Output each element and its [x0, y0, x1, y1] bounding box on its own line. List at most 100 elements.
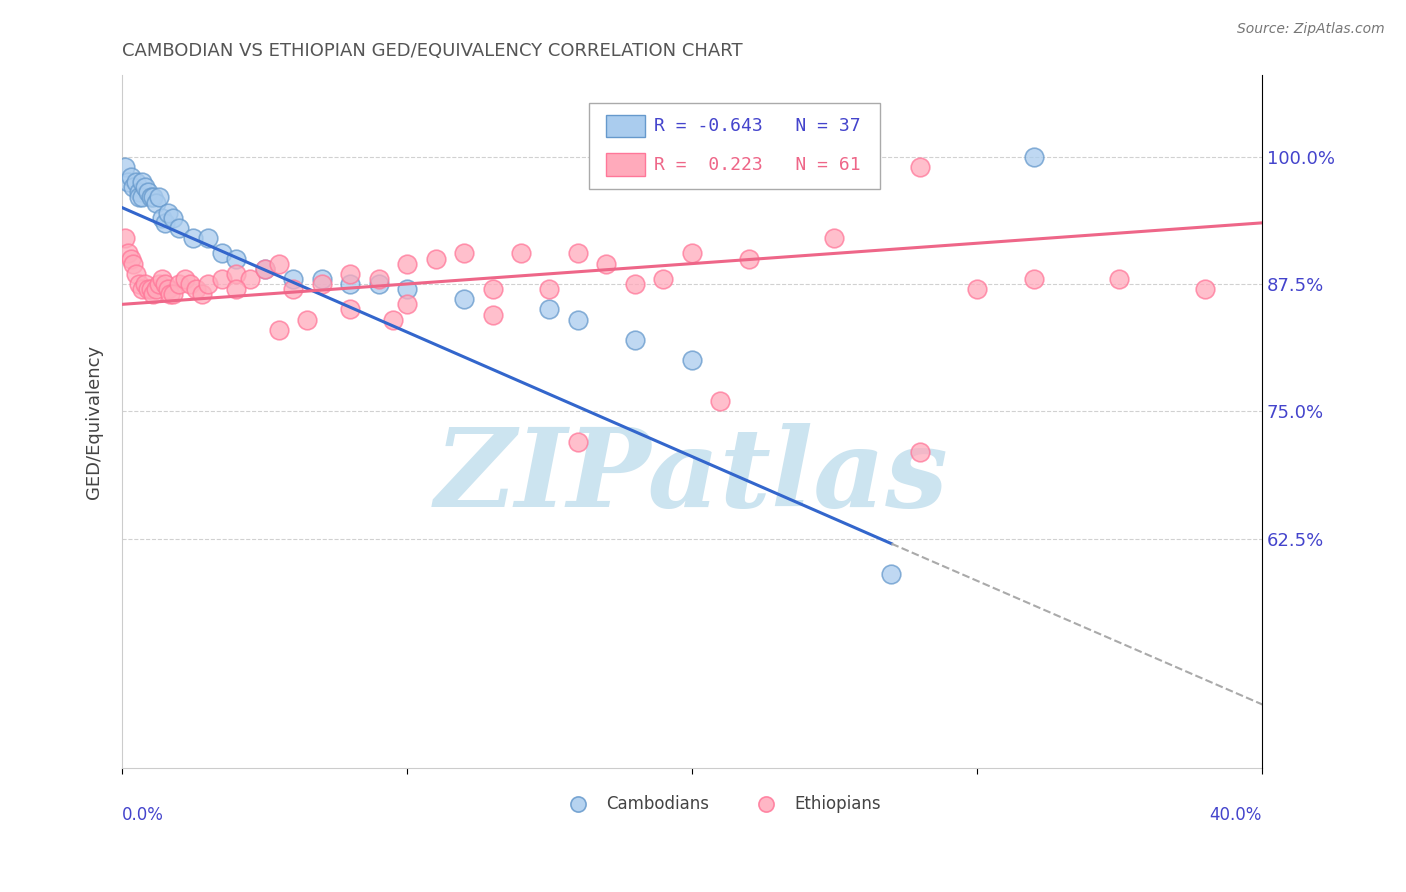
Point	[652, 272, 675, 286]
Point	[162, 211, 184, 225]
Point	[367, 277, 389, 291]
Point	[1022, 150, 1045, 164]
Point	[225, 282, 247, 296]
Point	[1022, 272, 1045, 286]
Point	[453, 246, 475, 260]
Point	[395, 297, 418, 311]
Point	[267, 323, 290, 337]
Point	[148, 277, 170, 291]
Point	[1194, 282, 1216, 296]
Text: R =  0.223   N = 61: R = 0.223 N = 61	[654, 155, 860, 174]
Point	[281, 282, 304, 296]
Point	[156, 205, 179, 219]
Text: Ethiopians: Ethiopians	[794, 795, 882, 813]
Point	[167, 221, 190, 235]
Point	[425, 252, 447, 266]
Point	[738, 252, 761, 266]
Point	[136, 186, 159, 200]
Point	[125, 267, 148, 281]
Point	[122, 257, 145, 271]
Point	[117, 175, 139, 189]
Point	[125, 175, 148, 189]
Point	[145, 282, 167, 296]
Text: 0.0%: 0.0%	[122, 805, 165, 824]
Point	[267, 257, 290, 271]
Point	[395, 257, 418, 271]
Point	[239, 272, 262, 286]
Point	[908, 160, 931, 174]
Point	[142, 287, 165, 301]
Point	[381, 312, 404, 326]
Point	[156, 282, 179, 296]
Point	[131, 282, 153, 296]
Point	[120, 169, 142, 184]
Point	[253, 261, 276, 276]
Point	[150, 211, 173, 225]
Point	[567, 312, 589, 326]
Point	[128, 277, 150, 291]
Point	[139, 190, 162, 204]
Point	[131, 175, 153, 189]
Text: ZIPatlas: ZIPatlas	[434, 423, 949, 531]
Point	[197, 277, 219, 291]
Point	[538, 282, 561, 296]
Point	[709, 394, 731, 409]
Point	[148, 190, 170, 204]
Point	[159, 287, 181, 301]
Text: Source: ZipAtlas.com: Source: ZipAtlas.com	[1237, 22, 1385, 37]
Point	[624, 333, 647, 347]
Point	[153, 216, 176, 230]
Point	[510, 246, 533, 260]
Point	[173, 272, 195, 286]
Point	[966, 282, 988, 296]
Point	[153, 277, 176, 291]
Point	[453, 292, 475, 306]
Point	[128, 186, 150, 200]
FancyBboxPatch shape	[606, 153, 645, 176]
Point	[142, 190, 165, 204]
Point	[162, 287, 184, 301]
Point	[595, 257, 617, 271]
Point	[1108, 272, 1130, 286]
Point	[823, 231, 845, 245]
Point	[567, 246, 589, 260]
Point	[311, 272, 333, 286]
Point	[181, 231, 204, 245]
Point	[211, 272, 233, 286]
Point	[297, 312, 319, 326]
Point	[114, 160, 136, 174]
Point	[481, 308, 503, 322]
Point	[128, 190, 150, 204]
Point	[624, 277, 647, 291]
Point	[211, 246, 233, 260]
Point	[681, 353, 703, 368]
Point	[197, 231, 219, 245]
Point	[186, 282, 208, 296]
Point	[281, 272, 304, 286]
Point	[681, 246, 703, 260]
Point	[311, 277, 333, 291]
Point	[191, 287, 214, 301]
Point	[150, 272, 173, 286]
Point	[122, 180, 145, 194]
Point	[134, 277, 156, 291]
Point	[567, 434, 589, 449]
Text: Cambodians: Cambodians	[606, 795, 710, 813]
FancyBboxPatch shape	[589, 103, 880, 189]
Text: R = -0.643   N = 37: R = -0.643 N = 37	[654, 117, 860, 135]
Point	[880, 567, 903, 582]
Point	[908, 445, 931, 459]
Point	[120, 252, 142, 266]
Point	[367, 272, 389, 286]
Point	[225, 252, 247, 266]
Point	[136, 282, 159, 296]
FancyBboxPatch shape	[606, 115, 645, 136]
Point	[114, 231, 136, 245]
Point	[339, 277, 361, 291]
Point	[145, 195, 167, 210]
Text: CAMBODIAN VS ETHIOPIAN GED/EQUIVALENCY CORRELATION CHART: CAMBODIAN VS ETHIOPIAN GED/EQUIVALENCY C…	[122, 42, 742, 60]
Point	[481, 282, 503, 296]
Point	[339, 267, 361, 281]
Point	[538, 302, 561, 317]
Point	[167, 277, 190, 291]
